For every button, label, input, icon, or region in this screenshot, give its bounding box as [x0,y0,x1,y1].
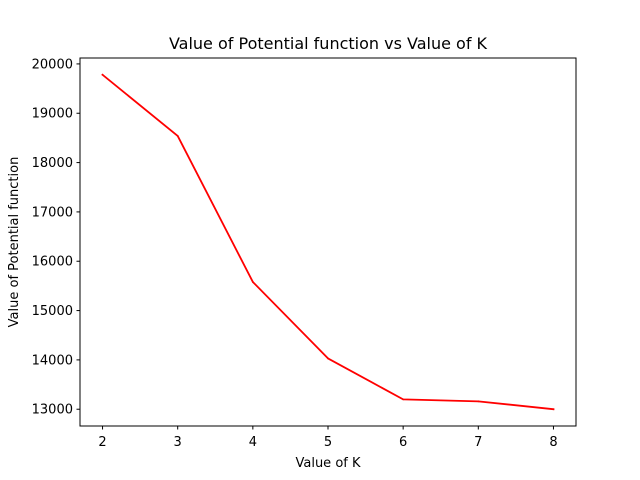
data-point [176,135,179,137]
chart-title: Value of Potential function vs Value of … [169,34,488,53]
y-tick-label: 19000 [32,107,73,122]
series-layer [101,73,555,411]
x-tick-label: 3 [174,435,182,450]
data-point [477,400,480,403]
y-tick-label: 15000 [32,304,73,319]
x-tick-label: 8 [549,435,557,450]
data-point [402,398,405,401]
y-tick-label: 18000 [32,156,73,171]
y-axis: 13000 14000 15000 16000 17000 18000 19000 20000 [32,57,80,418]
plot-area-frame [79,57,577,427]
x-tick-label: 2 [98,435,106,450]
x-axis: 2 3 4 5 6 7 8 [98,426,558,450]
x-tick-label: 4 [249,435,257,450]
x-tick-label: 5 [324,435,332,450]
x-axis-label: Value of K [295,456,360,471]
y-tick-label: 17000 [32,205,73,220]
x-tick-label: 6 [399,435,407,450]
y-tick-label: 14000 [32,353,73,368]
x-tick-label: 7 [474,435,482,450]
y-tick-label: 16000 [32,255,73,270]
data-point [251,281,254,283]
y-tick-label: 13000 [32,403,73,418]
y-tick-label: 20000 [32,57,73,72]
y-axis-label: Value of Potential function [7,157,22,328]
data-point [101,73,104,76]
data-point [552,408,555,411]
data-point [327,357,329,360]
